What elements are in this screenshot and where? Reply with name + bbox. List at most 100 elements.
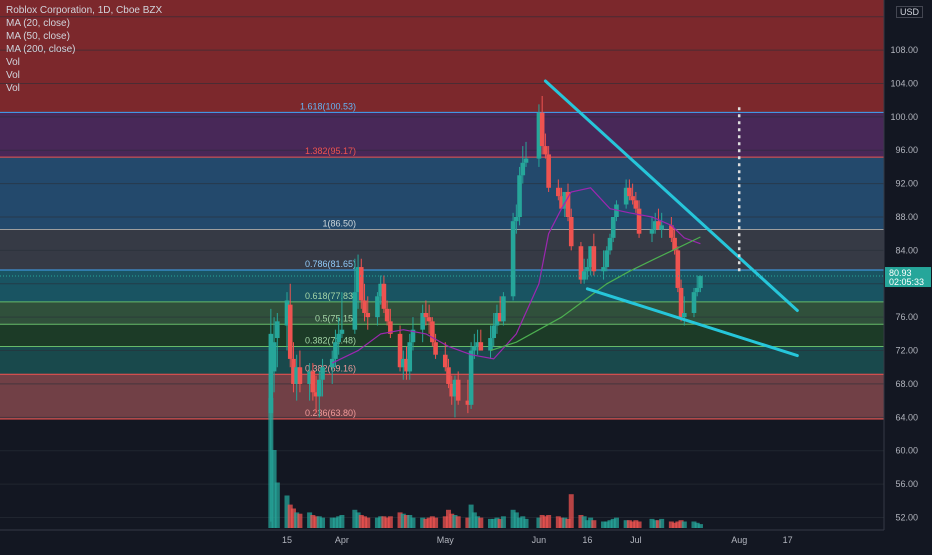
- currency-badge[interactable]: USD: [896, 6, 924, 18]
- candle-body: [501, 296, 506, 322]
- volume-bar: [694, 522, 700, 528]
- volume-bar: [446, 509, 451, 528]
- candle-body: [310, 371, 316, 393]
- volume-bar: [271, 450, 277, 528]
- volume-bar: [339, 515, 345, 528]
- last-price-badge: [885, 267, 931, 288]
- fibonacci-zones: [0, 0, 884, 419]
- volume-bar: [284, 495, 290, 528]
- price-tick: 72.00: [895, 346, 918, 356]
- volume-bar: [352, 509, 358, 528]
- volume-bar: [365, 517, 371, 528]
- volume-bar: [652, 520, 658, 528]
- candle-body: [465, 400, 471, 405]
- candle-body: [536, 112, 542, 159]
- volume-bar: [588, 517, 594, 528]
- candle-body: [539, 112, 545, 147]
- symbol-title[interactable]: Roblox Corporation, 1D, Cboe BZX: [6, 5, 163, 16]
- indicator-vol-3[interactable]: Vol: [6, 83, 20, 94]
- fib-label: 1(86.50): [322, 219, 356, 229]
- volume-bar: [374, 517, 380, 528]
- candle-body: [475, 342, 480, 347]
- fib-label: 0.5(75.15): [315, 313, 356, 323]
- fib-zone-0.236: [0, 374, 884, 419]
- volume-bar: [358, 515, 364, 528]
- candle-body: [397, 333, 403, 368]
- candle-body: [672, 237, 677, 251]
- time-axis-background: [0, 530, 932, 550]
- volume-bar: [607, 520, 613, 528]
- candle-body: [636, 208, 642, 234]
- volume-bar: [649, 518, 655, 528]
- price-tick: 96.00: [895, 145, 918, 155]
- wedge-trendline: [585, 287, 799, 358]
- volume-bar: [500, 516, 506, 528]
- volume-bar: [675, 521, 681, 528]
- volume-bar: [316, 516, 322, 528]
- volume-bar: [336, 516, 342, 528]
- candle-body: [355, 267, 361, 293]
- volume-bar: [559, 517, 565, 528]
- volume-bar: [400, 513, 406, 528]
- candle-body: [284, 300, 290, 326]
- grid-lines: [0, 16, 884, 518]
- candle-body: [358, 267, 364, 301]
- volume-bar: [655, 520, 661, 528]
- candle-body: [488, 338, 493, 351]
- candle-body: [313, 392, 319, 397]
- price-tick: 100.00: [890, 112, 918, 122]
- candle-body: [410, 329, 416, 343]
- indicator-vol-2[interactable]: Vol: [6, 70, 20, 81]
- candle-body: [442, 354, 448, 368]
- candle-body: [656, 221, 661, 230]
- candle-body: [591, 246, 597, 272]
- volume-bar: [691, 521, 697, 528]
- price-tick: 52.00: [895, 512, 918, 522]
- candle-body: [333, 342, 338, 359]
- volume-bar: [681, 521, 687, 528]
- volume-bar: [565, 518, 571, 528]
- candle-body: [400, 358, 406, 368]
- candle-body: [543, 146, 548, 155]
- candles: [268, 95, 703, 522]
- volume-bar: [487, 518, 493, 528]
- candle-body: [339, 329, 345, 334]
- candle-body: [681, 312, 687, 318]
- price-tick: 92.00: [895, 179, 918, 189]
- indicator-ma200[interactable]: MA (200, close): [6, 44, 76, 55]
- candle-body: [698, 276, 703, 288]
- indicator-ma20[interactable]: MA (20, close): [6, 18, 70, 29]
- candle-body: [452, 379, 458, 397]
- candle-body: [520, 162, 526, 176]
- candle-body: [630, 196, 635, 201]
- volume-bar: [313, 516, 319, 528]
- volume-bar: [455, 516, 461, 528]
- volume-bar: [433, 517, 439, 528]
- volume-bar: [378, 516, 384, 528]
- candle-body: [633, 200, 639, 209]
- fib-zone-0.618: [0, 301, 884, 325]
- volume-bar: [423, 518, 429, 528]
- fib-label: 0.382(72.48): [305, 336, 356, 346]
- volume-bar: [584, 520, 590, 528]
- volume-bar: [407, 515, 413, 528]
- candle-body: [604, 250, 610, 268]
- candle-body: [362, 300, 367, 313]
- candle-body: [268, 333, 274, 414]
- volume-bar: [578, 515, 584, 528]
- price-axis: 52.0056.0060.0064.0068.0072.0076.0080.00…: [883, 0, 932, 530]
- volume-bar: [297, 513, 303, 528]
- indicator-ma50[interactable]: MA (50, close): [6, 31, 70, 42]
- volume-bar: [404, 515, 410, 528]
- volume-bar: [542, 516, 548, 528]
- price-tick: 104.00: [890, 78, 918, 88]
- candle-body: [365, 312, 371, 318]
- candle-body: [691, 292, 697, 313]
- chart-legend: Roblox Corporation, 1D, Cboe BZX MA (20,…: [6, 4, 162, 95]
- last-price-countdown: 02:05:33: [889, 277, 924, 287]
- candle-body: [491, 325, 497, 339]
- candle-body: [494, 312, 500, 326]
- indicator-vol-1[interactable]: Vol: [6, 57, 20, 68]
